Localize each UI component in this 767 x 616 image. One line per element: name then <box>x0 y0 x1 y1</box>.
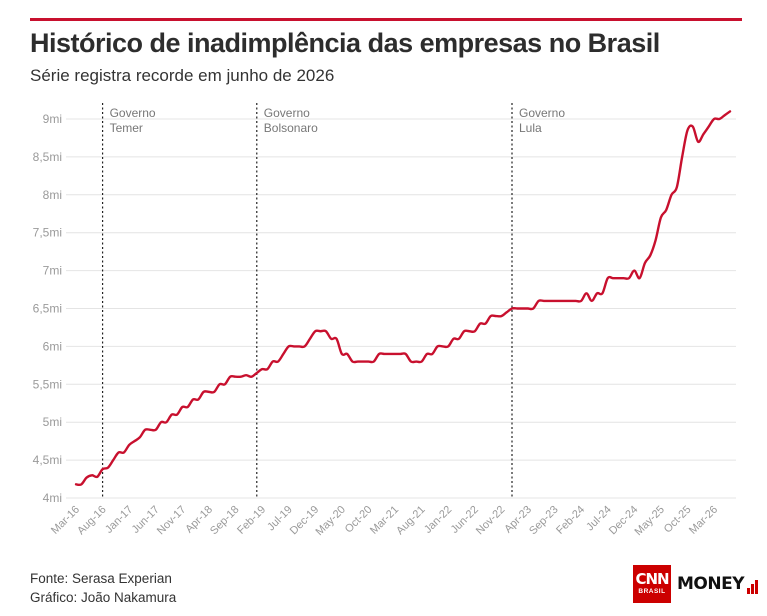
government-marker-label: Lula <box>519 121 542 135</box>
y-tick-label: 5mi <box>43 415 62 429</box>
chart-title: Histórico de inadimplência das empresas … <box>30 28 660 58</box>
line-chart: 4mi 4,5mi 5mi 5,5mi 6mi 6,5mi 7mi 7,5mi 8mi 8,5mi… <box>33 103 736 538</box>
top-accent-rule <box>30 18 742 21</box>
y-tick-label: 4,5mi <box>33 453 62 467</box>
logo-cnn-text: CNN <box>635 570 669 589</box>
government-marker-label: Governo <box>110 106 156 120</box>
x-tick-label: May-25 <box>633 504 667 538</box>
x-tick-label: Nov-17 <box>155 504 189 538</box>
x-tick-label: Nov-22 <box>474 504 508 538</box>
x-tick-label: Jan-22 <box>422 504 454 536</box>
series-layer <box>74 110 732 487</box>
x-axis-ticks: Mar-16Aug-16Jan-17Jun-17Nov-17Apr-18Sep-… <box>49 504 720 538</box>
grid-layer <box>66 118 736 499</box>
y-tick-label: 7,5mi <box>33 226 62 240</box>
government-marker-label: Bolsonaro <box>264 121 318 135</box>
government-marker-label: Temer <box>110 121 143 135</box>
y-tick-label: 6mi <box>43 339 62 353</box>
government-marker-label: Governo <box>264 106 310 120</box>
cnn-money-logo: CNN BRASIL MONEY <box>633 565 759 603</box>
x-tick-label: Aug-16 <box>75 504 109 538</box>
logo-brasil-text: BRASIL <box>638 588 666 596</box>
bar-chart-icon <box>747 580 759 594</box>
series-line <box>74 110 732 487</box>
y-tick-label: 9mi <box>43 112 62 126</box>
source-note: Fonte: Serasa Experian <box>30 571 172 586</box>
y-tick-label: 8,5mi <box>33 150 62 164</box>
x-tick-label: Sep-23 <box>527 504 561 538</box>
x-tick-label: Sep-18 <box>208 504 242 538</box>
x-tick-label: May-20 <box>314 504 348 538</box>
y-tick-label: 4mi <box>43 491 62 505</box>
y-tick-label: 5,5mi <box>33 377 62 391</box>
x-tick-label: Mar-26 <box>687 504 720 537</box>
x-tick-label: Feb-19 <box>235 504 268 537</box>
credit-note: Gráfico: João Nakamura <box>30 590 177 605</box>
x-tick-label: Aug-21 <box>394 504 428 538</box>
x-tick-label: Feb-24 <box>554 504 587 537</box>
cnn-brasil-badge: CNN BRASIL <box>633 565 671 603</box>
y-tick-label: 8mi <box>43 188 62 202</box>
y-tick-label: 7mi <box>43 264 62 278</box>
footer: Fonte: Serasa Experian Gráfico: João Nak… <box>30 569 176 607</box>
x-tick-label: Jan-17 <box>103 504 135 536</box>
y-tick-label: 6,5mi <box>33 302 62 316</box>
y-axis-ticks: 4mi 4,5mi 5mi 5,5mi 6mi 6,5mi 7mi 7,5mi 8mi 8,5mi… <box>33 112 62 505</box>
government-marker-label: Governo <box>519 106 565 120</box>
logo-money-text: MONEY <box>677 574 745 594</box>
chart-subtitle: Série registra recorde em junho de 2026 <box>30 66 335 85</box>
